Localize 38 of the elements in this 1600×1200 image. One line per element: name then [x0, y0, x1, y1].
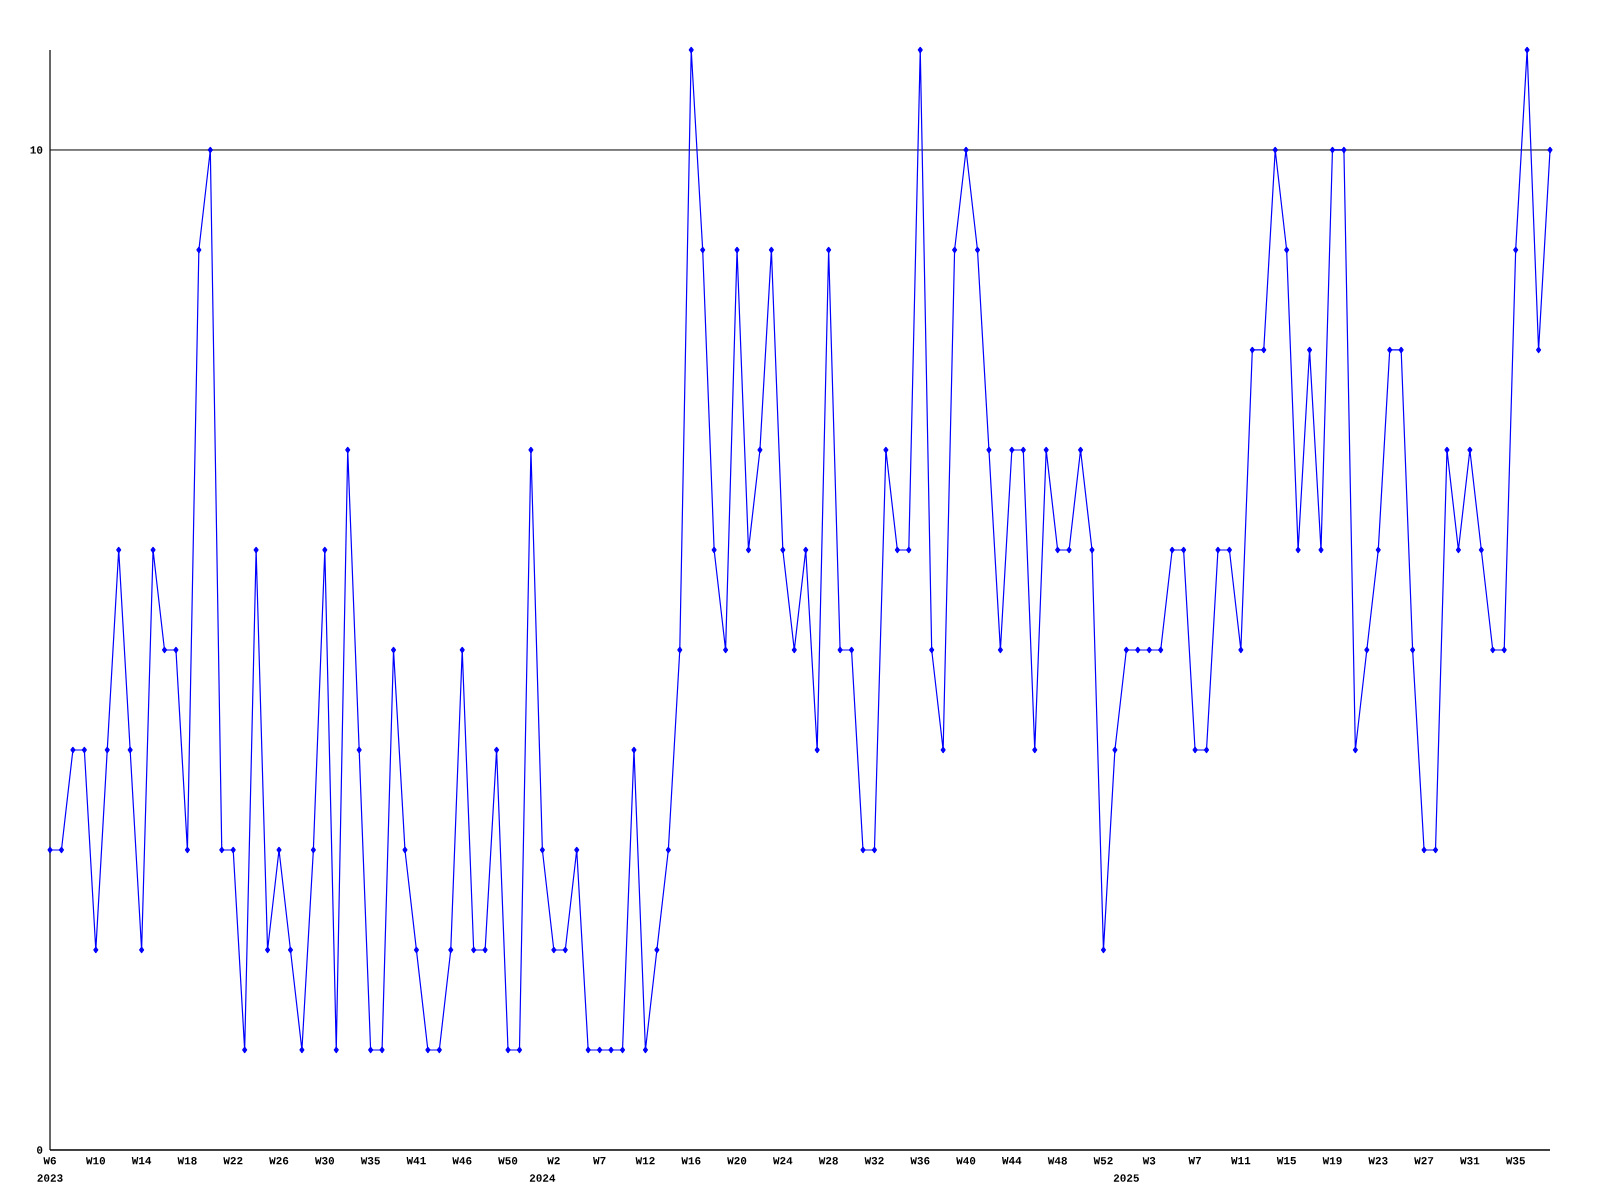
- x-tick-label: W31: [1460, 1157, 1480, 1165]
- x-tick-label: W44: [1001, 1157, 1022, 1165]
- text: 2025: [1113, 1174, 1139, 1182]
- x-tick-label: W36: [910, 1157, 930, 1165]
- x-tick-label: W50: [498, 1157, 518, 1165]
- x-tick-label: W35: [1505, 1157, 1525, 1165]
- x-tick-label: W16: [681, 1157, 701, 1165]
- x-tick-label: W32: [864, 1157, 884, 1165]
- x-tick-label: W48: [1047, 1157, 1067, 1165]
- x-tick-label: W19: [1322, 1157, 1342, 1165]
- x-tick-label: W26: [269, 1157, 289, 1165]
- x-tick-label: W3: [1142, 1157, 1156, 1165]
- x-tick-label: W23: [1368, 1157, 1388, 1165]
- x-tick-label: W41: [406, 1157, 426, 1165]
- x-tick-label: W15: [1276, 1157, 1296, 1165]
- x-tick-label: W7: [1188, 1157, 1201, 1165]
- x-tick-label: W30: [314, 1157, 335, 1165]
- x-tick-label: W24: [772, 1157, 793, 1165]
- x-tick-label: W10: [85, 1157, 106, 1165]
- x-tick-label: W27: [1414, 1157, 1434, 1165]
- text: 2023: [37, 1174, 63, 1182]
- x-tick-label: W14: [131, 1157, 152, 1165]
- x-tick-label: W6: [43, 1157, 56, 1165]
- y-tick-label: 0: [37, 1146, 43, 1154]
- x-tick-label: W11: [1231, 1157, 1251, 1165]
- x-tick-label: W28: [818, 1157, 838, 1165]
- x-tick-label: W35: [360, 1157, 380, 1165]
- x-tick-label: W20: [727, 1157, 747, 1165]
- x-tick-label: W7: [593, 1157, 606, 1165]
- x-tick-label: W12: [635, 1157, 655, 1165]
- y-tick-label: 10: [30, 146, 43, 154]
- x-tick-label: W2: [547, 1157, 560, 1165]
- x-tick-label: W52: [1093, 1157, 1113, 1165]
- x-tick-label: W18: [177, 1157, 197, 1165]
- x-tick-label: W46: [452, 1157, 472, 1165]
- x-tick-label: W40: [956, 1157, 976, 1165]
- text: 2024: [529, 1174, 556, 1182]
- x-tick-label: W22: [223, 1157, 243, 1165]
